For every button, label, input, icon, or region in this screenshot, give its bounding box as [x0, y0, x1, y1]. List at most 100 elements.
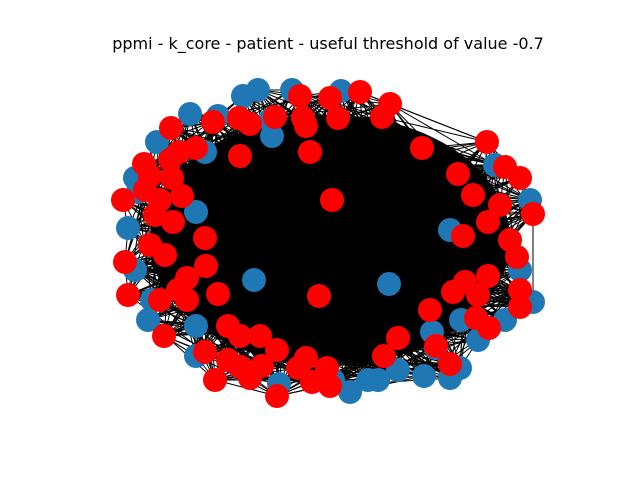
edge [204, 237, 399, 371]
edge [259, 151, 311, 337]
node-red [298, 140, 322, 164]
node-red [193, 340, 217, 364]
node-red [320, 188, 344, 212]
node-red [113, 250, 137, 274]
edge [170, 127, 490, 329]
node-red [451, 224, 475, 248]
edge [195, 147, 521, 271]
edge [163, 319, 462, 337]
node-red [505, 245, 529, 269]
node-red [386, 326, 410, 350]
node-red [372, 344, 396, 368]
node-red [318, 374, 342, 398]
node-blue [377, 272, 401, 296]
node-red [307, 284, 331, 308]
node-red [294, 346, 318, 370]
node-blue [412, 364, 436, 388]
edge [253, 95, 301, 281]
node-red [318, 86, 342, 110]
node-red [294, 114, 318, 138]
edge [238, 117, 334, 381]
node-red [201, 110, 225, 134]
edge [249, 166, 506, 379]
edge [271, 135, 334, 381]
edge [305, 125, 351, 393]
node-red [116, 283, 140, 307]
edge [239, 155, 437, 349]
edge [163, 166, 506, 337]
edge [340, 90, 479, 296]
node-red [446, 162, 470, 186]
node-red [228, 144, 252, 168]
node-red [193, 226, 217, 250]
edge [159, 299, 433, 333]
edge [159, 199, 385, 357]
node-red [508, 166, 532, 190]
edge [367, 103, 391, 381]
edge [204, 229, 451, 239]
edge [397, 229, 451, 339]
edge [389, 103, 496, 166]
node-red [138, 164, 162, 188]
edge [164, 254, 506, 321]
edge [305, 125, 521, 271]
node-red [508, 278, 532, 302]
node-red [170, 184, 194, 208]
node-red [476, 210, 500, 234]
node-red [265, 384, 289, 408]
figure-title: ppmi - k_core - patient - useful thresho… [112, 34, 544, 53]
node-red [111, 188, 135, 212]
node-blue [178, 102, 202, 126]
node-red [441, 280, 465, 304]
node-red [315, 356, 339, 380]
edge [249, 123, 521, 179]
node-red [194, 254, 218, 278]
edge [205, 265, 369, 381]
node-blue [231, 84, 255, 108]
node-red [148, 288, 172, 312]
node-red [410, 136, 434, 160]
node-red [159, 116, 183, 140]
node-red [466, 283, 490, 307]
edge [261, 90, 342, 367]
node-red [508, 295, 532, 319]
node-red [158, 148, 182, 172]
edge [195, 211, 534, 215]
node-red [238, 112, 262, 136]
node-red [238, 366, 262, 390]
node-red [160, 166, 184, 190]
edge [238, 117, 451, 365]
node-red [300, 370, 324, 394]
node-red [476, 264, 500, 288]
edge [239, 291, 454, 337]
node-red [488, 193, 512, 217]
node-red [228, 324, 252, 348]
node-red [348, 80, 372, 104]
node-red [152, 324, 176, 348]
node-blue [116, 216, 140, 240]
node-red [461, 183, 485, 207]
node-blue [184, 200, 208, 224]
node-red [475, 130, 499, 154]
edge [309, 151, 466, 283]
node-red [370, 105, 394, 129]
edge [195, 95, 244, 357]
node-red [248, 324, 272, 348]
node-red [265, 338, 289, 362]
edge [178, 151, 278, 351]
edge [299, 95, 466, 283]
node-red [326, 106, 350, 130]
edge [195, 325, 263, 367]
node-red [521, 202, 545, 226]
node-red [263, 105, 287, 129]
node-blue [136, 308, 160, 332]
node-blue [356, 368, 380, 392]
node-red [288, 84, 312, 108]
node-red [206, 282, 230, 306]
node-blue [242, 268, 266, 292]
node-red [418, 298, 442, 322]
edge [204, 103, 391, 239]
node-red [438, 352, 462, 376]
